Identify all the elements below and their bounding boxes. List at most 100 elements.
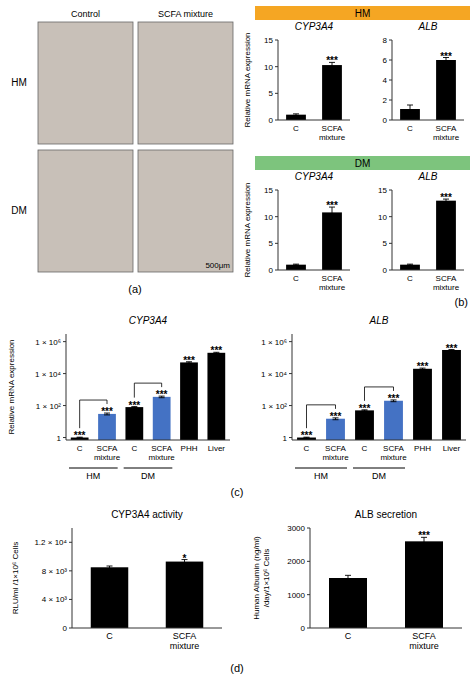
y-tick-label: 1 × 10⁴ [35, 370, 61, 379]
y-tick-label: 5 [269, 89, 274, 98]
text-line: SCFA [322, 124, 344, 133]
text-line: SCFA [383, 444, 405, 453]
marks [400, 199, 456, 270]
marks [71, 352, 225, 440]
title: ALB secretion [355, 509, 417, 520]
significance: *** [440, 51, 452, 62]
y-axis-line [292, 334, 293, 440]
x-tick-label: SCFAmixture [319, 124, 346, 142]
image-placeholder [38, 22, 133, 144]
bar [436, 60, 456, 120]
title: ALB [418, 171, 438, 182]
x-tick-label: SCFAmixture [433, 274, 460, 292]
y-tick-label: 0 [269, 116, 274, 125]
x-tick-label: C [407, 124, 413, 133]
bracket-leg [79, 400, 80, 428]
y-axis-line [66, 334, 67, 440]
comparison-bracket [80, 400, 107, 428]
significance: *** [418, 530, 430, 541]
y-tick-label: 5 [383, 239, 388, 248]
y-tick-label: 2000 [287, 557, 305, 566]
x-tick-label: SCFAmixture [170, 631, 200, 651]
bracket-leg [107, 400, 108, 404]
x-tick-label: SCFAmixture [94, 444, 121, 462]
bar [436, 201, 456, 270]
y-axis-label: Relative mRNA expression [243, 182, 252, 277]
x-axis-line [392, 270, 464, 271]
y-tick-label: 1 × 10⁴ [261, 370, 287, 379]
text-line: mixture [380, 453, 407, 462]
text-line: SCFA [322, 274, 344, 283]
y-tick-label: 6 [383, 56, 388, 65]
y-tick-label: 0 [301, 624, 306, 633]
text-line: mixture [170, 641, 200, 651]
bracket-line [365, 386, 394, 387]
x-axis-line [278, 270, 350, 271]
bar [405, 541, 443, 628]
y-tick-label: 8 × 10³ [42, 567, 67, 576]
x-tick-label: C [304, 444, 310, 453]
header-band [255, 6, 470, 20]
x-tick-label: Liver [443, 444, 461, 453]
figure: ControlSCFA mixtureHMDM500μm(a)HMCYP3A4R… [0, 0, 474, 698]
error-bar [107, 566, 113, 569]
y-axis-label: Human Albumin (ng/ml)/day/1×10⁶ Cells [253, 536, 271, 620]
significance: *** [301, 430, 313, 441]
significance: *** [359, 403, 371, 414]
bar [384, 401, 403, 440]
significance: *** [446, 343, 458, 354]
group-label: HM [86, 471, 100, 481]
error-cap [293, 113, 299, 114]
bar [355, 410, 374, 440]
x-axis-line [278, 120, 350, 121]
y-tick-label: 10 [264, 63, 273, 72]
bracket-leg [364, 387, 365, 401]
significance: *** [440, 192, 452, 203]
bracket-line [307, 404, 336, 405]
significance: *** [330, 411, 342, 422]
image-placeholder [138, 150, 233, 272]
y-tick-label: 15 [264, 36, 273, 45]
title: CYP3A4 activity [111, 509, 183, 520]
text-line: Human Albumin (ng/ml) [253, 536, 262, 620]
x-axis-line [392, 120, 464, 121]
comparison-bracket [134, 383, 161, 397]
panel-label: (c) [231, 486, 244, 498]
row-label: DM [11, 205, 27, 216]
x-tick-label: SCFAmixture [433, 124, 460, 142]
significance: *** [388, 393, 400, 404]
scale-label: 500μm [205, 261, 230, 270]
error-cap [443, 62, 449, 63]
x-tick-label: C [131, 444, 137, 453]
y-axis-line [278, 40, 279, 120]
bracket-leg [134, 383, 135, 397]
bar-chart: HMCYP3A4Relative mRNA expression051015CS… [243, 6, 470, 142]
error-bar [407, 264, 413, 265]
text-line: SCFA [436, 124, 458, 133]
y-tick-label: 0 [383, 266, 388, 275]
group-line [353, 468, 405, 469]
bracket-leg [161, 383, 162, 387]
error-cap [345, 580, 351, 581]
column-label: SCFA mixture [158, 9, 213, 19]
group-line [69, 468, 118, 469]
text-line: SCFA [97, 444, 119, 453]
bar [207, 353, 225, 440]
y-axis-label: Relative mRNA expression [243, 32, 252, 127]
y-tick-label: 0 [383, 116, 388, 125]
bar [286, 265, 306, 270]
error-cap [407, 265, 413, 266]
bracket-line [80, 400, 107, 401]
error-cap [407, 105, 413, 106]
significance: *** [326, 200, 338, 211]
significance: *** [326, 55, 338, 66]
x-tick-label: C [362, 444, 368, 453]
y-axis-line [310, 528, 311, 628]
text-line: SCFA [412, 631, 436, 641]
error-line [410, 105, 411, 113]
y-tick-label: 1 × 10⁶ [261, 338, 287, 347]
bar [400, 265, 420, 270]
x-axis-line [66, 440, 230, 441]
bar-chart: DMCYP3A4Relative mRNA expression051015CS… [243, 156, 470, 292]
error-cap [421, 545, 427, 546]
